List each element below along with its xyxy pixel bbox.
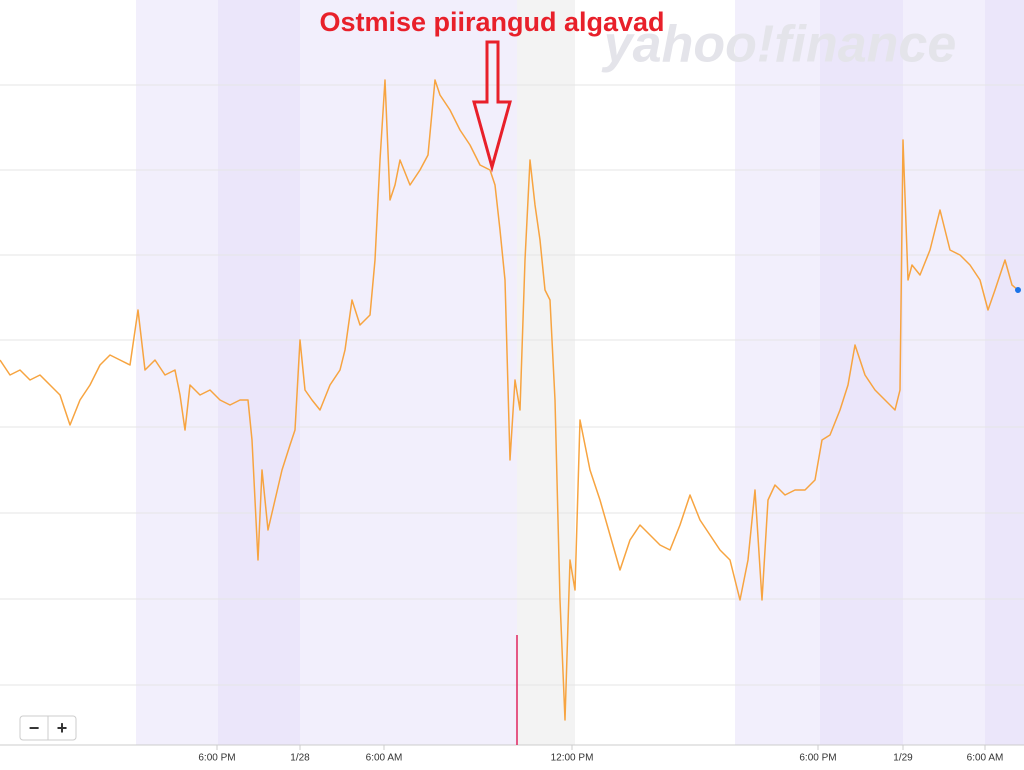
x-tick-label: 12:00 PM: [551, 753, 594, 764]
price-line: [0, 79, 1019, 721]
x-tick-label: 6:00 PM: [198, 753, 235, 764]
x-tick-label: 6:00 AM: [366, 753, 403, 764]
session-shading: [136, 0, 1024, 745]
zoom-controls: − +: [19, 715, 77, 741]
x-tick-label: 6:00 AM: [967, 753, 1004, 764]
last-price-dot: [1015, 287, 1021, 293]
x-tick-label: 6:00 PM: [799, 753, 836, 764]
zoom-in[interactable]: +: [57, 718, 68, 738]
x-tick-label: 1/28: [290, 753, 310, 764]
x-tick-label: 1/29: [893, 753, 913, 764]
zoom-out[interactable]: −: [29, 718, 40, 738]
annotation: Ostmise piirangud algavad: [319, 7, 664, 37]
watermark: yahoo!finance: [601, 16, 957, 74]
annotation-arrow: [472, 40, 512, 173]
